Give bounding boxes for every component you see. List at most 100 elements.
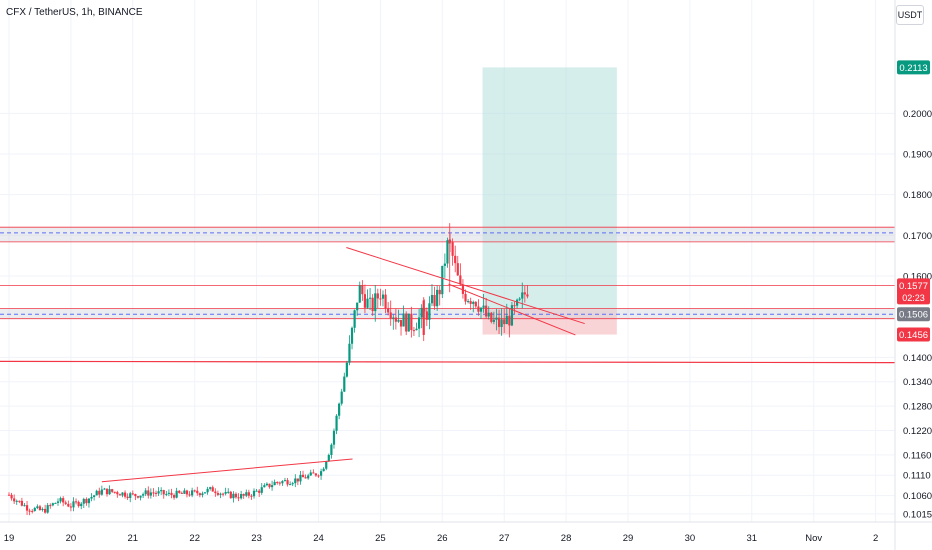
price-tick-label: 0.1700 [903,231,932,242]
candle-body [87,498,91,504]
candle-body [319,471,323,476]
candle-body [301,474,305,478]
candle-body [510,305,514,326]
candle-body [15,500,18,502]
candle-body [126,496,129,499]
candle-body [361,285,364,295]
price-badge-label: 0.1577 [899,281,928,292]
candle-body [165,493,168,495]
candle-body [314,473,318,476]
price-tick-label: 0.1800 [903,190,932,201]
candle-body [149,492,152,496]
candle-body [80,503,83,507]
candle-body [296,478,299,482]
candle-body [41,508,44,511]
candle-body [327,454,330,462]
candle-body [180,492,183,494]
candle-body [118,494,122,496]
candle-body [281,481,284,484]
candle-body [154,492,158,494]
price-badge [897,327,930,342]
candle-body [366,298,369,308]
candle-body [188,494,191,496]
candle-body [289,484,292,486]
candle-body [500,319,503,327]
candle-body [111,489,114,492]
time-axis[interactable]: 19 20 21 22 23 24 25 26 27 28 29 30 31 Nov 2 [0,521,932,544]
time-tick-label: 20 [66,533,77,544]
candle-body [350,327,354,344]
candle-body [487,312,490,317]
candle-body [260,487,263,493]
candle-body [227,491,230,493]
time-tick-label: 24 [313,533,324,544]
candle-body [299,474,302,482]
candle-body [456,263,459,276]
candle-body [477,306,480,312]
horizontal-lines[interactable] [0,232,896,364]
price-axis[interactable]: 0.2000 0.1900 0.1800 0.1700 0.1600 0.1400 0.13… [894,0,932,550]
time-tick-label: 19 [4,533,15,544]
candle-body [7,494,11,496]
candle-body [103,488,106,490]
candle-body [167,492,171,494]
time-tick-label: 23 [251,533,262,544]
candle-body [237,497,240,499]
currency-unit-button[interactable]: USDT [896,5,924,25]
candle-body [245,492,248,496]
candle-body [330,444,333,455]
candle-body [430,294,434,304]
candle-body [518,298,521,300]
candle-body [294,478,297,484]
candle-body [152,492,155,494]
price-tick-label: 0.1900 [903,150,932,161]
time-tick-label: 30 [685,533,696,544]
candle-body [98,490,101,495]
candle-body [77,501,80,507]
candle-body [90,496,93,499]
candle-body [51,503,54,506]
candle-body [74,501,78,503]
candle-body [353,310,356,328]
trendlines[interactable] [101,247,585,483]
price-tick-label: 0.1110 [903,471,931,482]
candle-body [332,430,336,445]
candle-body [38,506,42,511]
time-tick-label: 21 [128,533,139,544]
long-position-tool[interactable] [482,67,617,335]
candle-body [410,313,413,331]
candle-body [105,488,109,495]
candle-body [358,285,361,303]
candle-body [436,289,439,307]
price-badge [897,60,930,75]
candle-body [242,494,245,496]
candle-body [402,313,405,327]
candle-body [521,292,524,299]
price-tick-label: 0.1160 [903,450,931,461]
candle-body [461,284,465,294]
candle-body [278,482,281,484]
candle-body [420,307,423,318]
candle-body [201,493,204,496]
trendline [448,283,576,336]
candle-body [428,303,431,320]
candle-body [363,294,367,308]
price-tick-label: 0.1280 [903,402,932,413]
trendline [101,458,353,483]
candle-body [144,490,147,495]
candle-body [36,506,39,509]
candle-body [307,475,310,479]
candle-body [160,490,163,492]
price-badge [897,307,930,322]
candle-body [64,502,67,504]
candle-body [131,493,134,495]
candle-body [250,495,253,497]
candle-body [425,311,428,320]
candle-body [196,490,199,494]
candle-body [172,495,176,498]
candle-body [95,490,98,496]
candle-body [136,496,140,498]
candle-body [276,481,279,483]
